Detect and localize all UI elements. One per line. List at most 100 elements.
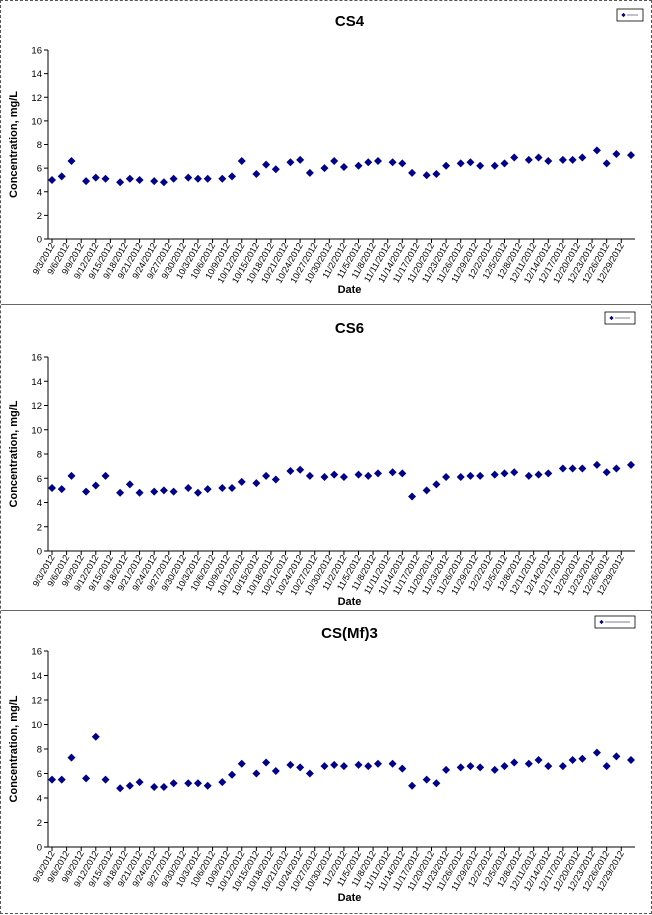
data-point xyxy=(286,158,295,167)
data-point xyxy=(627,151,635,160)
legend xyxy=(604,311,636,325)
data-point xyxy=(500,469,509,478)
y-tick-label: 0 xyxy=(37,843,42,854)
data-point xyxy=(237,477,246,486)
data-point xyxy=(67,753,76,762)
data-point xyxy=(398,764,407,773)
data-point xyxy=(135,488,144,497)
data-point xyxy=(373,157,382,166)
data-point xyxy=(116,178,125,187)
data-point xyxy=(339,473,348,482)
data-point xyxy=(203,781,212,790)
data-point xyxy=(558,464,567,473)
y-tick-label: 4 xyxy=(37,794,42,805)
data-point xyxy=(150,177,159,186)
data-point xyxy=(271,475,280,484)
chart-title: CS6 xyxy=(335,320,364,337)
data-point xyxy=(125,174,134,183)
y-tick-label: 6 xyxy=(37,769,42,780)
data-point xyxy=(544,469,553,478)
y-tick-label: 6 xyxy=(37,164,42,175)
data-point xyxy=(544,762,553,771)
y-tick-label: 0 xyxy=(37,547,42,558)
data-point xyxy=(364,471,373,480)
y-tick-label: 10 xyxy=(31,720,42,731)
data-point xyxy=(354,760,363,769)
data-point xyxy=(91,481,100,490)
data-point xyxy=(490,765,499,774)
y-tick-label: 14 xyxy=(31,69,42,80)
data-point xyxy=(544,157,553,166)
y-tick-label: 2 xyxy=(37,522,42,533)
data-point xyxy=(67,157,76,166)
data-point xyxy=(330,760,339,769)
y-tick-label: 12 xyxy=(31,696,42,707)
y-tick-label: 0 xyxy=(37,235,42,246)
data-point xyxy=(466,762,475,771)
data-point xyxy=(169,487,178,496)
data-point xyxy=(339,762,348,771)
data-point xyxy=(159,782,168,791)
y-axis-label: Concentration, mg/L xyxy=(8,91,20,198)
y-tick-label: 8 xyxy=(37,140,42,151)
x-axis-label: Date xyxy=(338,284,362,296)
data-point xyxy=(510,153,519,162)
y-tick-label: 8 xyxy=(37,450,42,461)
data-point xyxy=(442,473,451,482)
data-point xyxy=(456,763,465,772)
data-point xyxy=(354,161,363,170)
data-point xyxy=(320,164,329,173)
data-point xyxy=(558,762,567,771)
data-point xyxy=(408,781,417,790)
data-point xyxy=(373,469,382,478)
data-point xyxy=(456,159,465,168)
data-point xyxy=(237,759,246,768)
data-point xyxy=(82,774,91,783)
data-point xyxy=(388,468,397,477)
data-point xyxy=(193,174,202,183)
data-point xyxy=(602,762,611,771)
data-point xyxy=(237,157,246,166)
data-point xyxy=(330,470,339,479)
y-tick-label: 16 xyxy=(31,647,42,658)
data-point xyxy=(228,483,237,492)
data-point xyxy=(476,471,485,480)
data-point xyxy=(339,162,348,171)
data-point xyxy=(193,488,202,497)
series xyxy=(48,732,635,793)
data-point xyxy=(228,770,237,779)
data-point xyxy=(271,767,280,776)
data-point xyxy=(568,464,577,473)
data-point xyxy=(101,174,110,183)
data-point xyxy=(354,470,363,479)
y-tick-label: 14 xyxy=(31,671,42,682)
data-point xyxy=(422,486,431,495)
data-point xyxy=(203,485,212,494)
data-point xyxy=(592,460,601,469)
data-point xyxy=(184,483,193,492)
chart-title: CS4 xyxy=(335,13,365,30)
data-point xyxy=(150,487,159,496)
data-point xyxy=(203,174,212,183)
data-point xyxy=(432,170,441,179)
data-point xyxy=(602,468,611,477)
data-point xyxy=(271,165,280,174)
chart-panel-1: CS4 0 2 4 6 8 10 12 14 16 Concentration, mg/L 9/3/2… xyxy=(1,1,651,303)
data-point xyxy=(466,158,475,167)
data-point xyxy=(524,471,533,480)
data-point xyxy=(627,756,635,765)
data-point xyxy=(57,775,66,784)
data-point xyxy=(67,471,76,480)
data-point xyxy=(101,471,110,480)
y-tick-label: 14 xyxy=(31,377,42,388)
y-tick-label: 12 xyxy=(31,93,42,104)
data-point xyxy=(91,732,100,741)
data-point xyxy=(296,465,305,474)
data-point xyxy=(184,779,193,788)
data-point xyxy=(432,779,441,788)
legend xyxy=(616,8,644,22)
data-point xyxy=(169,174,178,183)
y-axis-label: Concentration, mg/L xyxy=(8,400,20,507)
